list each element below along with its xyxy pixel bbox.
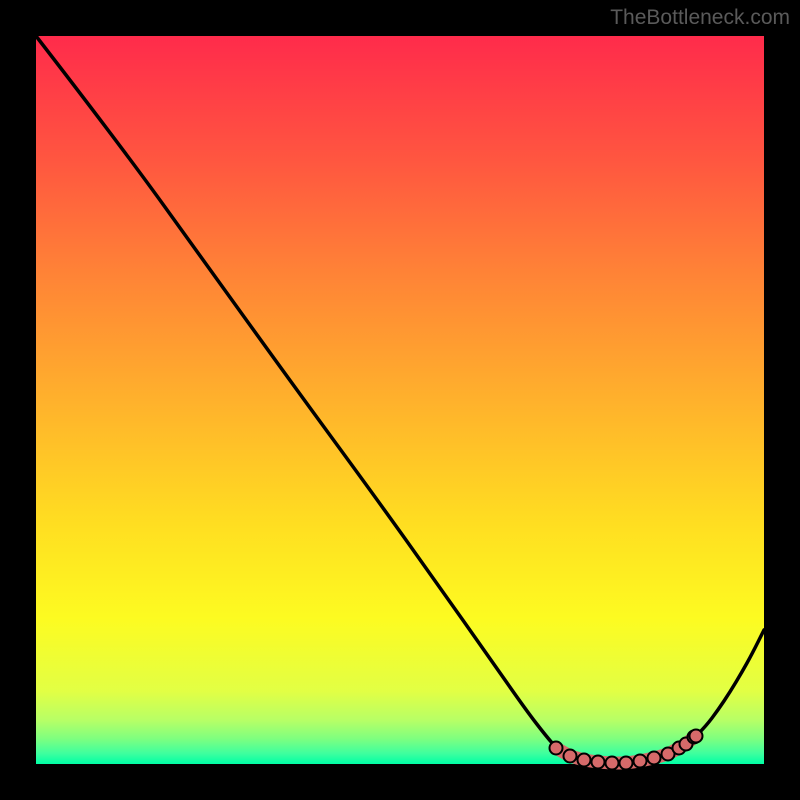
marker-dot bbox=[634, 755, 647, 768]
marker-dot bbox=[564, 750, 577, 763]
marker-dot bbox=[606, 757, 619, 770]
marker-dot bbox=[648, 752, 661, 765]
marker-end-dot bbox=[690, 730, 703, 743]
marker-dot bbox=[550, 742, 563, 755]
marker-dot bbox=[592, 756, 605, 769]
watermark-text: TheBottleneck.com bbox=[610, 6, 790, 30]
marker-dot bbox=[620, 757, 633, 770]
bottleneck-curve bbox=[36, 36, 764, 763]
chart-svg bbox=[0, 0, 800, 800]
marker-dot bbox=[578, 754, 591, 767]
